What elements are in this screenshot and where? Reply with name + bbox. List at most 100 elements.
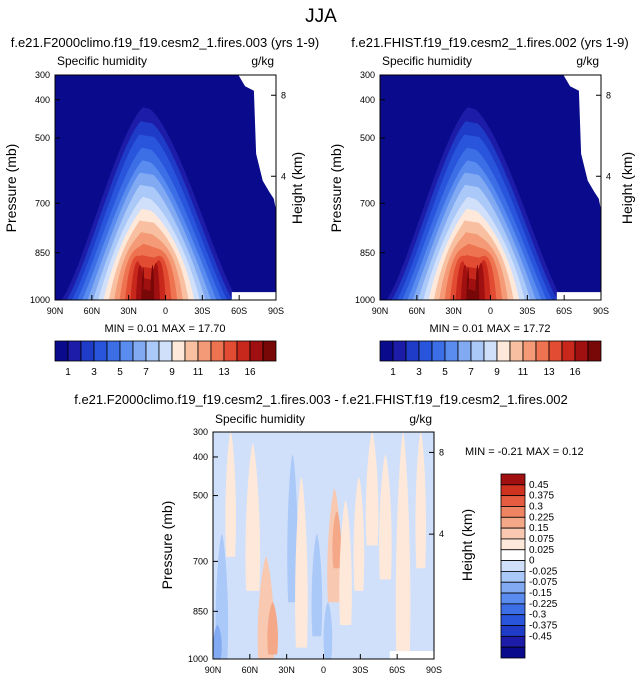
x-tick-label: 60S xyxy=(389,665,405,675)
anomaly-region xyxy=(339,500,352,625)
anomaly-region xyxy=(365,432,379,546)
y-tick-label: 300 xyxy=(360,70,375,80)
colorbar-swatch xyxy=(500,571,526,583)
y-tick-label: 500 xyxy=(193,491,208,501)
colorbar-swatch xyxy=(184,340,199,362)
y-tick-label: 1000 xyxy=(30,295,50,305)
x-tick-label: 30S xyxy=(519,306,535,316)
colorbar-label: -0.375 xyxy=(529,621,558,632)
contour-level xyxy=(466,264,480,300)
panel-3-stats: MIN = -0.21 MAX = 0.12 xyxy=(465,446,584,458)
panel-2-right-axis: 84 xyxy=(596,90,611,181)
colorbar-swatch xyxy=(210,340,225,362)
colorbar-label: 0.225 xyxy=(529,512,554,523)
colorbar-swatch xyxy=(500,484,526,497)
panel-1-contours xyxy=(55,75,276,300)
colorbar-swatch xyxy=(561,340,576,362)
panel-3-ylabel-right: Height (km) xyxy=(459,509,475,581)
colorbar-label: 0.025 xyxy=(529,545,554,556)
colorbar-swatch xyxy=(548,340,563,362)
y-tick-label: 700 xyxy=(193,556,208,566)
colorbar-swatch xyxy=(500,495,526,507)
colorbar-label: 16 xyxy=(244,367,256,378)
missing-data-region xyxy=(231,292,276,300)
colorbar-swatch xyxy=(119,340,134,362)
colorbar-label: 0.075 xyxy=(529,534,554,545)
colorbar-label: 11 xyxy=(518,367,529,378)
colorbar-label: 0.15 xyxy=(529,523,549,534)
colorbar-label: 0.45 xyxy=(529,480,549,491)
panel-2-title: f.e21.FHIST.f19_f19.cesm2_1.fires.002 (y… xyxy=(351,35,628,50)
colorbar-label: 0.3 xyxy=(529,501,543,512)
colorbar-label: 9 xyxy=(494,367,500,378)
panel-2-stats: MIN = 0.01 MAX = 17.72 xyxy=(429,323,550,335)
panel-1-y-axis: 300 400 500 700 850 1000 xyxy=(30,70,60,305)
anomaly-region xyxy=(213,624,222,659)
colorbar-label: 0.375 xyxy=(529,491,554,502)
panel-1: f.e21.F2000climo.f19_f19.cesm2_1.fires.0… xyxy=(3,35,319,378)
colorbar-swatch xyxy=(500,614,526,626)
colorbar-swatch xyxy=(431,340,446,362)
y-tick-label: 850 xyxy=(360,248,375,258)
colorbar-swatch xyxy=(171,340,186,362)
anomaly-region xyxy=(225,432,236,557)
x-tick-label: 60S xyxy=(231,306,247,316)
colorbar-swatch xyxy=(500,592,526,605)
colorbar-swatch xyxy=(522,340,537,362)
colorbar-swatch xyxy=(197,340,212,362)
x-tick-label: 90S xyxy=(268,306,284,316)
colorbar-swatch xyxy=(54,340,69,362)
panel-1-ylabel: Pressure (mb) xyxy=(3,144,19,233)
anomaly-region xyxy=(353,477,365,591)
colorbar-swatch xyxy=(500,646,526,659)
colorbar-label: 3 xyxy=(416,367,422,378)
colorbar-swatch xyxy=(379,340,394,362)
colorbar-label: 16 xyxy=(569,367,581,378)
anomaly-region xyxy=(267,602,278,655)
x-tick-label: 60S xyxy=(556,306,572,316)
colorbar-swatch xyxy=(500,560,526,572)
y-tick-label: 700 xyxy=(360,198,375,208)
colorbar-label: 11 xyxy=(193,367,204,378)
panel-1-stats: MIN = 0.01 MAX = 17.70 xyxy=(104,323,225,335)
colorbar-swatch xyxy=(93,340,108,362)
panel-2-ylabel-right: Height (km) xyxy=(619,152,635,224)
x-tick-label: 30S xyxy=(194,306,210,316)
right-tick-label: 4 xyxy=(439,529,444,539)
colorbar-label: -0.075 xyxy=(529,577,558,588)
panel-2-x-axis: 90N 60N 30N 0 30S 60S 90S xyxy=(372,295,609,316)
colorbar-swatch xyxy=(500,603,526,616)
colorbar-swatch xyxy=(587,340,602,362)
colorbar-label: 1 xyxy=(65,367,71,378)
x-tick-label: 90S xyxy=(593,306,609,316)
colorbar-swatch xyxy=(158,340,173,362)
right-tick-label: 8 xyxy=(439,447,444,457)
panel-3-title: f.e21.F2000climo.f19_f19.cesm2_1.fires.0… xyxy=(74,392,568,407)
panel-3-ylabel: Pressure (mb) xyxy=(159,501,175,590)
panel-2-variable-label: Specific humidity xyxy=(382,54,472,68)
colorbar-swatch xyxy=(223,340,238,362)
colorbar-label: 7 xyxy=(143,367,149,378)
y-tick-label: 850 xyxy=(193,606,208,616)
colorbar-swatch xyxy=(236,340,251,362)
panel-2-ylabel: Pressure (mb) xyxy=(328,144,344,233)
panel-1-x-axis: 90N 60N 30N 0 30S 60S 90S xyxy=(47,295,284,316)
colorbar-swatch xyxy=(444,340,459,362)
anomaly-region xyxy=(323,602,333,659)
panel-1-variable-label: Specific humidity xyxy=(57,54,147,68)
colorbar-swatch xyxy=(500,473,526,486)
anomaly-region xyxy=(395,432,411,659)
colorbar-label: 5 xyxy=(117,367,123,378)
anomaly-region xyxy=(287,454,298,603)
right-tick-label: 8 xyxy=(281,90,286,100)
colorbar-swatch xyxy=(405,340,420,362)
panel-2-y-axis: 300 400 500 700 850 1000 xyxy=(355,70,385,305)
colorbar-swatch xyxy=(392,340,407,362)
colorbar-swatch xyxy=(249,340,264,362)
panel-3-y-axis: 300 400 500 700 850 1000 xyxy=(188,427,218,664)
panel-1-plot-area xyxy=(55,75,276,300)
panel-1-title: f.e21.F2000climo.f19_f19.cesm2_1.fires.0… xyxy=(11,35,320,50)
colorbar-swatch xyxy=(67,340,82,362)
x-tick-label: 30N xyxy=(445,306,462,316)
x-tick-label: 0 xyxy=(488,306,493,316)
